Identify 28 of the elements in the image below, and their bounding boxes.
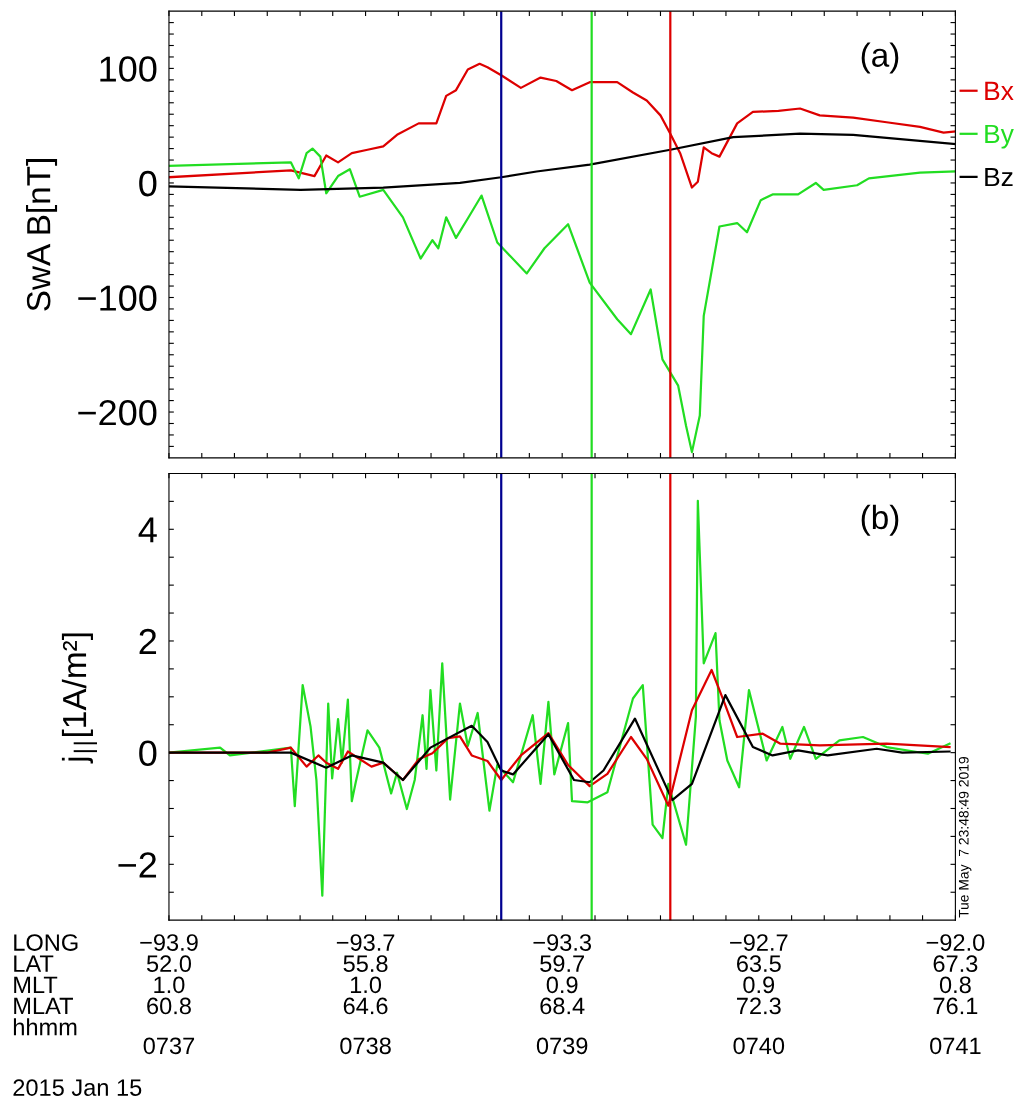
y-tick-label: 0	[139, 740, 157, 767]
y-tick-label: 2	[139, 628, 157, 655]
x-tick-label: 0741	[930, 1037, 981, 1055]
text: −93.7 55.8 1.0 64.6	[336, 934, 395, 1015]
text: Tue May 7 23:48:49 2019	[958, 756, 972, 918]
text: −93.3 59.7 0.9 68.4	[533, 934, 592, 1015]
text: LONG LAT MLT MLAT hhmm	[13, 934, 78, 1036]
text: −92.7 63.5 0.9 72.3	[730, 934, 788, 1015]
x-tick-label: 0739	[536, 1037, 588, 1055]
legend-label: Bz	[985, 167, 1013, 187]
x-tick-label: 0738	[340, 1037, 391, 1055]
legend-label: By	[985, 124, 1014, 149]
y-axis-title: SwA B[nT]	[26, 159, 58, 311]
y-tick-label: −200	[78, 399, 157, 426]
text: −92.0 67.3 0.8 76.1	[926, 934, 985, 1015]
x-tick-label: 0737	[143, 1037, 195, 1055]
annotation: (b)	[861, 504, 899, 536]
y-tick-label: 4	[138, 517, 157, 543]
text: −93.9 52.0 1.0 60.8	[140, 934, 198, 1015]
y-axis-title: j$_{||}$[1A/m²]	[61, 633, 98, 764]
x-tick-label: 0740	[733, 1037, 785, 1055]
y-tick-label: −2	[118, 852, 157, 878]
legend-label: Bx	[985, 81, 1014, 100]
annotation: (a)	[861, 42, 899, 74]
y-tick-label: 100	[100, 56, 157, 82]
text: 2015 Jan 15	[13, 1079, 142, 1096]
y-tick-label: 0	[139, 170, 157, 197]
y-tick-label: −100	[78, 285, 157, 311]
